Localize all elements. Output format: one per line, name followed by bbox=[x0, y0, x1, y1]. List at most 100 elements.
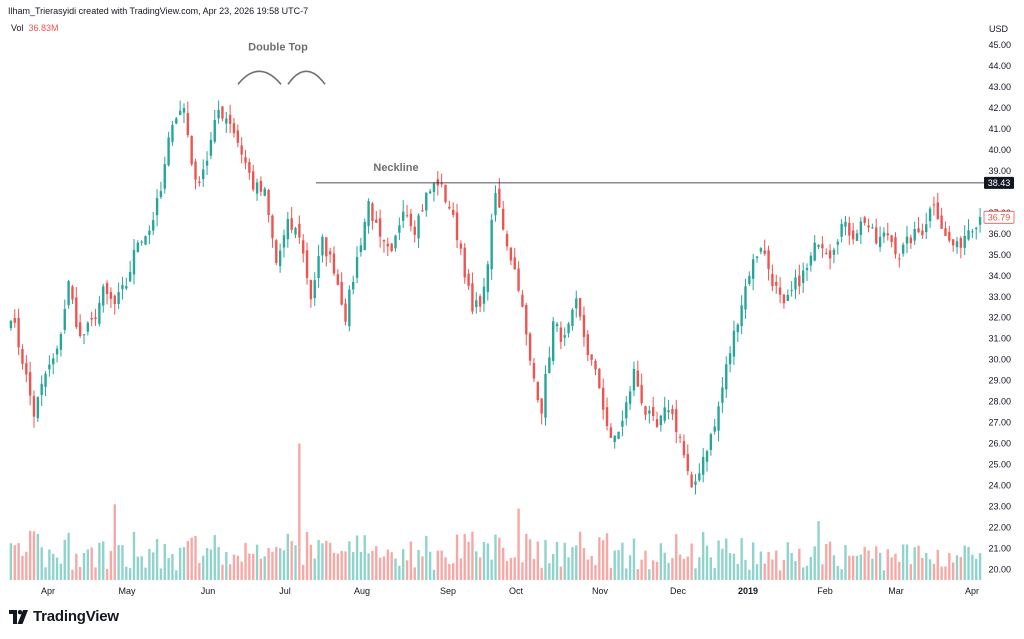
candle[interactable] bbox=[582, 306, 586, 347]
candle[interactable] bbox=[725, 356, 728, 398]
candle[interactable] bbox=[978, 207, 982, 233]
candle[interactable] bbox=[482, 278, 486, 312]
candle[interactable] bbox=[532, 357, 536, 383]
candle[interactable] bbox=[832, 247, 836, 264]
candle[interactable] bbox=[867, 218, 870, 233]
candle[interactable] bbox=[659, 414, 663, 432]
candle[interactable] bbox=[617, 431, 620, 440]
candle[interactable] bbox=[813, 235, 816, 262]
candle[interactable] bbox=[94, 308, 97, 326]
candle[interactable] bbox=[967, 219, 970, 241]
candle[interactable] bbox=[675, 399, 678, 444]
candle[interactable] bbox=[232, 117, 236, 138]
candle[interactable] bbox=[236, 124, 240, 148]
candle[interactable] bbox=[948, 225, 951, 243]
candle[interactable] bbox=[721, 376, 724, 413]
candle[interactable] bbox=[175, 116, 178, 125]
candle[interactable] bbox=[452, 202, 455, 218]
candle[interactable] bbox=[271, 214, 274, 248]
candle[interactable] bbox=[586, 330, 589, 362]
candle[interactable] bbox=[386, 237, 390, 257]
candle[interactable] bbox=[421, 203, 424, 213]
candle[interactable] bbox=[778, 277, 782, 304]
candle[interactable] bbox=[855, 229, 859, 242]
candle[interactable] bbox=[763, 239, 766, 256]
candle[interactable] bbox=[613, 435, 616, 449]
candle[interactable] bbox=[409, 208, 413, 232]
candle[interactable] bbox=[825, 248, 828, 255]
candle[interactable] bbox=[205, 151, 209, 175]
candle[interactable] bbox=[286, 211, 290, 248]
candle[interactable] bbox=[955, 237, 959, 254]
candle[interactable] bbox=[198, 176, 201, 187]
candle[interactable] bbox=[82, 334, 86, 345]
candle[interactable] bbox=[513, 247, 516, 270]
candle[interactable] bbox=[225, 111, 228, 133]
candle[interactable] bbox=[98, 295, 101, 327]
candle[interactable] bbox=[775, 274, 778, 294]
candle[interactable] bbox=[302, 234, 305, 263]
candle[interactable] bbox=[571, 308, 574, 331]
candle[interactable] bbox=[475, 292, 478, 314]
candle[interactable] bbox=[486, 260, 490, 301]
candle[interactable] bbox=[625, 395, 628, 426]
candle[interactable] bbox=[851, 222, 855, 245]
candle[interactable] bbox=[509, 247, 513, 266]
candle[interactable] bbox=[309, 279, 313, 308]
candle[interactable] bbox=[732, 320, 736, 366]
candle[interactable] bbox=[144, 235, 147, 246]
candle[interactable] bbox=[601, 378, 605, 420]
candle[interactable] bbox=[963, 225, 966, 256]
candle[interactable] bbox=[48, 355, 51, 377]
candle[interactable] bbox=[651, 396, 655, 422]
price-chart[interactable]: Neckline Double Top 45.00 44.00 43.00 42.00 4… bbox=[0, 0, 1024, 600]
candle[interactable] bbox=[13, 309, 16, 328]
candle[interactable] bbox=[644, 405, 647, 420]
candle[interactable] bbox=[221, 106, 224, 122]
tradingview-brand[interactable]: TradingView bbox=[9, 608, 119, 625]
candle[interactable] bbox=[871, 223, 874, 229]
candle[interactable] bbox=[125, 277, 128, 291]
candle[interactable] bbox=[817, 244, 820, 250]
candle[interactable] bbox=[375, 210, 378, 223]
candle[interactable] bbox=[140, 240, 143, 246]
candle[interactable] bbox=[171, 120, 174, 146]
candle[interactable] bbox=[736, 323, 739, 342]
candle[interactable] bbox=[371, 201, 374, 230]
candle[interactable] bbox=[628, 385, 632, 410]
candle[interactable] bbox=[328, 247, 332, 263]
candle[interactable] bbox=[559, 321, 563, 350]
candle[interactable] bbox=[686, 444, 689, 476]
candle[interactable] bbox=[751, 253, 755, 291]
candle[interactable] bbox=[755, 256, 759, 263]
candle[interactable] bbox=[463, 243, 466, 284]
candle[interactable] bbox=[886, 222, 889, 241]
candle[interactable] bbox=[313, 272, 316, 306]
candle[interactable] bbox=[405, 204, 409, 218]
candle[interactable] bbox=[544, 365, 547, 426]
candle[interactable] bbox=[528, 331, 532, 366]
candle[interactable] bbox=[771, 264, 774, 292]
candle[interactable] bbox=[67, 279, 70, 309]
candle[interactable] bbox=[63, 299, 66, 334]
candle[interactable] bbox=[521, 290, 524, 308]
candle[interactable] bbox=[352, 275, 355, 295]
candle[interactable] bbox=[394, 234, 397, 252]
candle[interactable] bbox=[102, 283, 105, 313]
candle[interactable] bbox=[298, 215, 301, 244]
candle[interactable] bbox=[113, 294, 116, 315]
candle[interactable] bbox=[536, 381, 539, 403]
candle[interactable] bbox=[228, 104, 232, 134]
candle[interactable] bbox=[52, 353, 55, 375]
candle[interactable] bbox=[598, 367, 601, 389]
candle[interactable] bbox=[240, 137, 243, 164]
candle[interactable] bbox=[759, 247, 763, 255]
candle[interactable] bbox=[263, 186, 266, 197]
candle[interactable] bbox=[517, 261, 520, 293]
candle[interactable] bbox=[767, 245, 770, 281]
candle[interactable] bbox=[159, 181, 163, 199]
candle[interactable] bbox=[909, 234, 913, 249]
candle[interactable] bbox=[217, 100, 220, 124]
candle[interactable] bbox=[975, 226, 978, 240]
candle[interactable] bbox=[525, 302, 528, 346]
